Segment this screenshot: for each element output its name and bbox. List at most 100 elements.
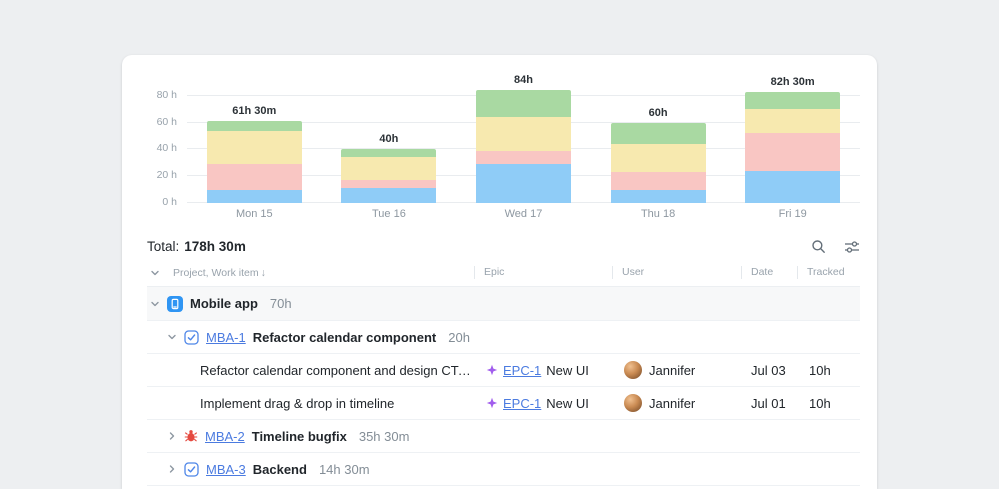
y-tick-label: 20 h — [156, 169, 177, 182]
bar-segment-red[interactable] — [745, 133, 841, 171]
bar-segment-green[interactable] — [206, 120, 302, 131]
y-tick-label: 40 h — [156, 142, 177, 155]
time-entry-row[interactable]: Implement drag & drop in timeline EPC-1 … — [147, 387, 860, 420]
work-item-title: Refactor calendar component — [252, 329, 437, 345]
bar-total-label: 40h — [379, 133, 399, 146]
sort-arrow: ↓ — [260, 266, 266, 279]
mobile-app-icon — [167, 295, 183, 312]
group-row-mobile-app[interactable]: Mobile app 70h — [147, 287, 860, 321]
work-item-hours: 20h — [448, 329, 470, 345]
bar-segment-blue[interactable] — [475, 164, 571, 203]
group-main-cell: Mobile app 70h — [147, 295, 474, 312]
y-tick-label: 80 h — [156, 88, 177, 101]
bar-segment-red[interactable] — [206, 164, 302, 190]
task-row-mba-2[interactable]: MBA-2 Timeline bugfix 35h 30m — [147, 420, 860, 453]
task-main-cell: MBA-3 Backend 14h 30m — [147, 462, 474, 477]
bar-segment-yellow[interactable] — [341, 157, 437, 181]
bar-segment-yellow[interactable] — [206, 130, 302, 165]
bar-mon-15[interactable]: 61h 30m — [187, 71, 322, 203]
bug-icon — [184, 429, 198, 443]
bar-segment-yellow[interactable] — [745, 109, 841, 134]
bar-segment-yellow[interactable] — [610, 144, 706, 173]
bar-segment-green[interactable] — [341, 149, 437, 158]
avatar — [624, 361, 642, 379]
epic-name: New UI — [546, 362, 589, 378]
total-label: Total: — [147, 239, 180, 254]
x-axis-label: Fri 19 — [778, 208, 807, 220]
entry-title-cell: Refactor calendar component and design C… — [147, 363, 474, 378]
task-row-mba-3[interactable]: MBA-3 Backend 14h 30m — [147, 453, 860, 486]
bar-total-label: 82h 30m — [770, 76, 815, 89]
bar-stack — [206, 120, 302, 203]
bar-segment-red[interactable] — [610, 172, 706, 190]
header-user[interactable]: User — [612, 266, 741, 279]
toolbar — [811, 239, 860, 254]
chevron-right-icon[interactable] — [167, 431, 177, 441]
search-icon[interactable] — [811, 239, 826, 254]
bar-segment-green[interactable] — [745, 92, 841, 110]
x-axis-label: Tue 16 — [371, 208, 406, 220]
bar-stack — [745, 92, 841, 203]
chevron-down-icon[interactable] — [167, 332, 177, 342]
epic-cell: EPC-1 New UI — [474, 396, 612, 411]
bar-segment-blue[interactable] — [206, 189, 302, 203]
chevron-down-icon[interactable] — [150, 299, 160, 309]
epic-icon — [486, 397, 498, 409]
bar-thu-18[interactable]: 60h — [591, 71, 726, 203]
work-item-title: Timeline bugfix — [251, 428, 347, 444]
bar-fri-19[interactable]: 82h 30m — [725, 71, 860, 203]
group-hours: 70h — [269, 296, 292, 311]
user-name: Jannifer — [649, 362, 696, 378]
epic-cell: EPC-1 New UI — [474, 363, 612, 378]
bar-total-label: 84h — [514, 74, 533, 87]
time-entry-row[interactable]: Refactor calendar component and design C… — [147, 354, 860, 387]
task-main-cell: MBA-2 Timeline bugfix 35h 30m — [147, 429, 474, 444]
header-date[interactable]: Date — [741, 266, 797, 279]
y-tick-label: 60 h — [156, 115, 177, 128]
header-epic[interactable]: Epic — [474, 266, 612, 279]
x-axis-label: Thu 18 — [640, 208, 676, 220]
bar-segment-blue[interactable] — [745, 170, 841, 203]
bar-tue-16[interactable]: 40h — [322, 71, 457, 203]
bar-segment-blue[interactable] — [341, 188, 437, 203]
bar-segment-yellow[interactable] — [475, 117, 571, 151]
date-value: Jul 01 — [751, 395, 786, 411]
work-item-key-link[interactable]: MBA-3 — [206, 461, 246, 477]
user-cell: Jannifer — [612, 361, 741, 379]
chart-x-axis: Mon 15 Tue 16 Wed 17 Thu 18 Fri 19 — [187, 203, 860, 230]
epic-key-link[interactable]: EPC-1 — [503, 362, 542, 378]
epic-icon — [486, 364, 498, 376]
select-all-chevron-icon[interactable] — [150, 268, 160, 278]
tracked-value: 10h — [809, 362, 831, 378]
entry-title-cell: Implement drag & drop in timeline — [147, 396, 474, 411]
total-row: Total: 178h 30m — [147, 230, 860, 261]
header-project-cell[interactable]: Project, Work item ↓ — [147, 267, 474, 279]
entry-title: Refactor calendar component and design C… — [200, 362, 474, 378]
bar-segment-green[interactable] — [475, 90, 571, 118]
bar-wed-17[interactable]: 84h — [456, 71, 591, 203]
work-item-key-link[interactable]: MBA-1 — [206, 329, 246, 345]
bar-segment-blue[interactable] — [610, 189, 706, 203]
task-checkbox-icon — [184, 461, 199, 477]
y-tick-label: 0 h — [162, 196, 177, 208]
bar-segment-green[interactable] — [610, 122, 706, 145]
header-tracked[interactable]: Tracked — [797, 266, 860, 279]
timesheet-card: 80 h 60 h 40 h 20 h 0 h 61h 30m 40h 84h 60h 82h 3… — [122, 55, 877, 489]
epic-key-link[interactable]: EPC-1 — [503, 395, 542, 411]
total-value: 178h 30m — [184, 239, 246, 254]
bar-segment-red[interactable] — [341, 180, 437, 189]
bar-stack — [610, 122, 706, 203]
filters-icon[interactable] — [844, 240, 860, 254]
avatar — [624, 394, 642, 412]
epic-name: New UI — [546, 395, 589, 411]
task-main-cell: MBA-1 Refactor calendar component 20h — [147, 330, 474, 345]
task-row-mba-1[interactable]: MBA-1 Refactor calendar component 20h — [147, 321, 860, 354]
task-checkbox-icon — [184, 329, 199, 345]
work-item-key-link[interactable]: MBA-2 — [205, 428, 245, 444]
x-axis-label: Wed 17 — [504, 208, 543, 220]
bar-segment-red[interactable] — [475, 150, 571, 165]
group-name: Mobile app — [190, 296, 258, 311]
table-header: Project, Work item ↓ Epic User Date Track… — [147, 261, 860, 287]
chevron-right-icon[interactable] — [167, 464, 177, 474]
bar-total-label: 60h — [648, 106, 668, 119]
